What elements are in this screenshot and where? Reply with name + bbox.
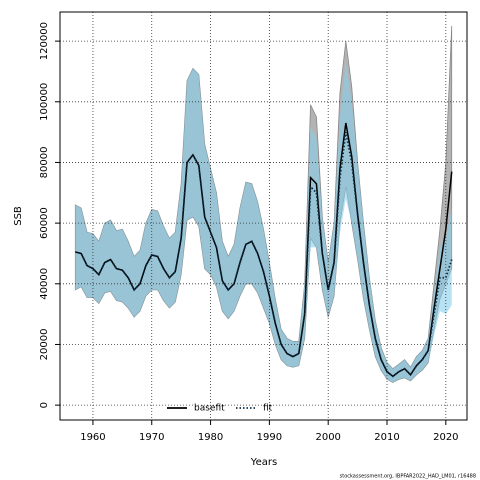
x-tick-label: 1970 — [139, 432, 164, 443]
confidence-band — [74, 25, 453, 383]
y-tick-label: 60000 — [39, 207, 50, 239]
y-tick-label: 40000 — [39, 268, 50, 300]
y-tick-label: 0 — [39, 402, 50, 408]
x-tick-label: 1960 — [80, 432, 105, 443]
y-axis-label: SSB — [13, 206, 24, 226]
confidence-band — [75, 62, 452, 383]
x-tick-label: 2000 — [315, 432, 340, 443]
series-line — [75, 131, 453, 378]
x-tick-label: 2010 — [374, 432, 399, 443]
footnote: stockassessment.org, IBPFAR2022_HAD_LM01… — [340, 474, 476, 480]
x-tick-label: 1980 — [198, 432, 223, 443]
y-tick-label: 20000 — [39, 329, 50, 361]
x-tick-label: 1990 — [257, 432, 282, 443]
legend-label: basefit — [194, 404, 225, 414]
y-tick-label: 120000 — [39, 22, 50, 60]
x-tick-label: 2020 — [433, 432, 458, 443]
plot-frame — [59, 11, 468, 421]
y-tick-label: 100000 — [39, 83, 50, 121]
y-tick-label: 80000 — [39, 147, 50, 179]
x-axis-label: Years — [250, 457, 277, 468]
legend-label: fit — [263, 404, 273, 414]
